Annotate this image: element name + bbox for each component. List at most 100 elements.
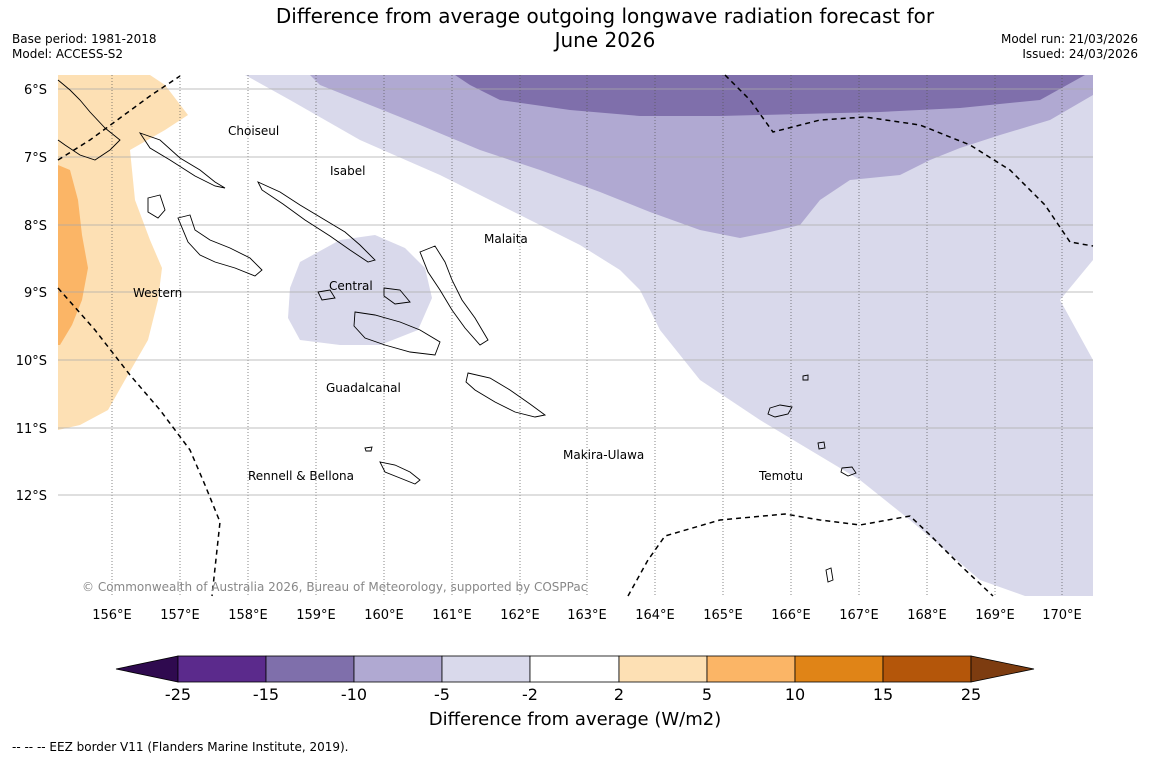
russell-island — [317, 289, 336, 301]
malaita-island — [419, 245, 489, 346]
y-tick-label: 10°S — [16, 354, 47, 369]
isabel-island — [257, 181, 376, 263]
contour-pos2-pos5 — [58, 75, 188, 430]
islands — [57, 79, 857, 583]
base-period: Base period: 1981-2018 — [12, 32, 157, 46]
colorbar-ticks: -25 -15 -10 -5 -2 2 5 10 15 25 — [165, 685, 981, 704]
eez-footnote: -- -- -- EEZ border V11 (Flanders Marine… — [12, 740, 349, 754]
colorbar-tick: -5 — [434, 685, 450, 704]
x-axis-ticks: 156°E 157°E 158°E 159°E 160°E 161°E 162°… — [92, 608, 1082, 623]
x-tick-label: 156°E — [92, 608, 132, 623]
label-isabel: Isabel — [330, 164, 365, 178]
x-tick-label: 165°E — [703, 608, 743, 623]
colorbar-tick: -15 — [253, 685, 279, 704]
map-title: Difference from average outgoing longwav… — [0, 4, 1150, 52]
title-line-2: June 2026 — [554, 28, 656, 52]
colorbar-bin-9 — [882, 655, 972, 683]
contour-neg5-neg10 — [310, 75, 1093, 238]
shading-layer — [58, 75, 1093, 596]
colorbar-bin-8 — [794, 655, 884, 683]
colorbar-tick: 15 — [873, 685, 893, 704]
y-axis-ticks: 6°S 7°S 8°S 9°S 10°S 11°S 12°S — [16, 83, 47, 504]
florida-island — [383, 287, 411, 305]
x-tick-label: 169°E — [975, 608, 1015, 623]
colorbar-extend-low — [115, 655, 179, 683]
title-line-1: Difference from average outgoing longwav… — [275, 4, 935, 28]
model-run: Model run: 21/03/2026 — [1000, 32, 1138, 46]
y-tick-label: 9°S — [24, 286, 47, 301]
colorbar-tick: -10 — [341, 685, 367, 704]
colorbar-title: Difference from average (W/m2) — [428, 709, 722, 730]
label-central: Central — [329, 279, 373, 293]
guadalcanal-island — [353, 311, 441, 356]
makira-island — [465, 372, 547, 418]
x-tick-label: 162°E — [500, 608, 540, 623]
y-tick-label: 12°S — [16, 489, 47, 504]
contour-neg10-neg15 — [455, 75, 1085, 116]
bougainville-coast — [57, 79, 121, 161]
label-choiseul: Choiseul — [228, 124, 279, 138]
label-makira-ulawa: Makira-Ulawa — [563, 448, 644, 462]
label-malaita: Malaita — [484, 232, 528, 246]
colorbar-tick: 10 — [785, 685, 805, 704]
copyright-credit: © Commonwealth of Australia 2026, Bureau… — [82, 580, 588, 594]
colorbar — [115, 655, 1035, 683]
x-tick-label: 166°E — [771, 608, 811, 623]
issued-date: Issued: 24/03/2026 — [1022, 47, 1138, 61]
tikopia-island — [825, 567, 834, 583]
x-tick-label: 158°E — [228, 608, 268, 623]
y-tick-label: 6°S — [24, 83, 47, 98]
x-tick-label: 167°E — [839, 608, 879, 623]
eez-borders — [57, 74, 1094, 597]
label-western: Western — [133, 286, 182, 300]
choiseul-island — [138, 132, 226, 189]
eez-border-south — [627, 513, 994, 597]
right-metadata: Model run: 21/03/2026 Issued: 24/03/2026 — [1001, 32, 1138, 62]
label-guadalcanal: Guadalcanal — [326, 381, 401, 395]
x-tick-label: 164°E — [635, 608, 675, 623]
colorbar-tick: -25 — [165, 685, 191, 704]
eez-border-north-east — [724, 74, 1094, 247]
colorbar-tick: 2 — [614, 685, 624, 704]
contour-pos5-pos10 — [58, 165, 88, 345]
colorbar-tick: 25 — [961, 685, 981, 704]
colorbar-bin-7 — [706, 655, 796, 683]
colorbar-tick: -2 — [522, 685, 538, 704]
label-rennell-bellona: Rennell & Bellona — [248, 469, 354, 483]
model-name: Model: ACCESS-S2 — [12, 47, 124, 61]
colorbar-bin-1 — [177, 655, 267, 683]
reef-islands — [802, 374, 809, 381]
bellona-island — [364, 446, 373, 452]
colorbar-tick: 5 — [702, 685, 712, 704]
y-tick-label: 8°S — [24, 219, 47, 234]
colorbar-extend-high — [970, 655, 1035, 683]
y-tick-label: 11°S — [16, 422, 47, 437]
contour-neg2-neg5 — [245, 75, 1093, 596]
x-tick-label: 160°E — [364, 608, 404, 623]
x-tick-label: 163°E — [567, 608, 607, 623]
colorbar-bin-3 — [353, 655, 443, 683]
eez-border-north-west — [57, 75, 181, 161]
colorbar-bin-6 — [618, 655, 708, 683]
x-tick-label: 168°E — [907, 608, 947, 623]
y-tick-label: 7°S — [24, 151, 47, 166]
vanikoro-island — [840, 466, 857, 477]
new-georgia-island — [177, 214, 263, 277]
x-tick-label: 159°E — [296, 608, 336, 623]
left-metadata: Base period: 1981-2018 Model: ACCESS-S2 — [12, 32, 157, 62]
region-labels: Choiseul Isabel Malaita Western Central … — [133, 124, 803, 483]
colorbar-bin-2 — [265, 655, 355, 683]
colorbar-bin-4 — [441, 655, 531, 683]
lat-gridlines — [58, 88, 1093, 496]
eez-border-west — [57, 287, 221, 597]
x-tick-label: 161°E — [432, 608, 472, 623]
santa-cruz-island — [767, 404, 793, 418]
label-temotu: Temotu — [758, 469, 803, 483]
vella-island — [147, 194, 166, 219]
x-tick-label: 157°E — [160, 608, 200, 623]
rennell-island — [379, 461, 421, 485]
utupua-island — [817, 441, 826, 450]
colorbar-bin-5 — [529, 655, 620, 683]
x-tick-label: 170°E — [1042, 608, 1082, 623]
